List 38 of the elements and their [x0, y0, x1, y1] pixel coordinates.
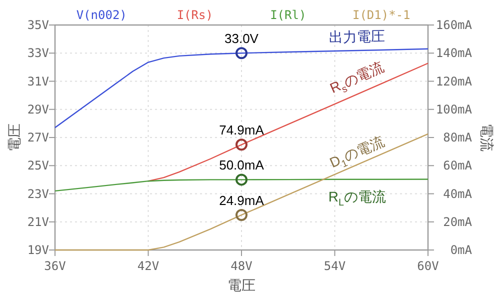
y2-tick-label: 100mA: [436, 102, 473, 116]
y-tick-label: 33V: [27, 46, 49, 60]
data-label: 33.0V: [224, 31, 259, 46]
y2-tick-label: 120mA: [436, 74, 473, 88]
x-axis-title: 電圧: [228, 277, 256, 293]
annotation: R$_{L}$の電流: [328, 188, 386, 208]
y-tick-label: 31V: [27, 74, 49, 88]
x-tick-label: 54V: [324, 259, 346, 273]
y-tick-label: 19V: [27, 243, 49, 257]
data-label: 74.9mA: [219, 122, 264, 138]
data-label: 50.0mA: [219, 158, 264, 173]
x-tick-label: 36V: [44, 259, 66, 273]
y-tick-label: 27V: [27, 130, 49, 144]
y2-tick-label: 20mA: [443, 214, 473, 229]
y2-tick-label: 80mA: [443, 130, 473, 144]
y2-axis-title: 電流: [479, 124, 495, 152]
y2-tick-label: 140mA: [436, 46, 473, 60]
y-tick-label: 23V: [27, 186, 49, 201]
annotation: D$_{1}$の電流: [327, 132, 386, 170]
y2-tick-label: 60mA: [443, 158, 473, 173]
y2-tick-label: 0mA: [450, 243, 473, 257]
annotation: R$_{s}$の電流: [327, 58, 386, 96]
text: I(Rl): [270, 8, 306, 22]
y-tick-label: 25V: [27, 158, 49, 173]
y-tick-label: 35V: [27, 18, 49, 32]
text: V(n002): [76, 8, 127, 22]
y-tick-label: 29V: [27, 102, 49, 116]
x-tick-label: 60V: [417, 259, 439, 273]
y-tick-label: 21V: [27, 214, 49, 229]
annotation: 出力電圧: [328, 28, 386, 45]
text: I(D1)*-1: [352, 8, 410, 22]
y-axis-title: 電圧: [6, 124, 22, 152]
x-tick-label: 48V: [230, 259, 252, 273]
text: I(Rs): [176, 8, 213, 22]
data-label: 24.9mA: [219, 192, 264, 208]
y2-tick-label: 40mA: [443, 186, 473, 201]
y2-tick-label: 160mA: [436, 18, 473, 32]
x-tick-label: 42V: [137, 259, 160, 273]
